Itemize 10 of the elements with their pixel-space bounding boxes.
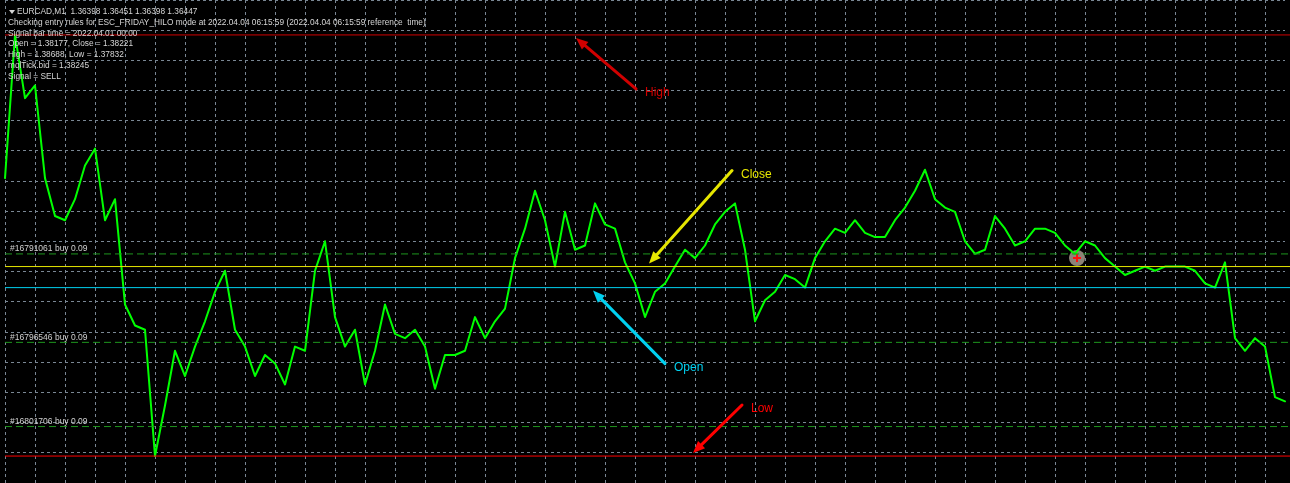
text: EURCAD,M1 1.36398 1.36451 1.36398 1.36447 (17, 6, 198, 16)
ref-line-label: #16791061 buy 0.09 (10, 243, 88, 254)
ref-line-label: Open (674, 359, 704, 374)
ref-line-label: Close (741, 166, 773, 181)
ref-line-label: Low (751, 401, 774, 416)
text: Checking entry rules for ESC_FRIDAY_HILO mode at 2022.04.04 06:15:59 (2022.04.04 06:15:59 reference time) (8, 16, 426, 27)
ref-line-label: #16796546 buy 0.09 (10, 331, 88, 342)
ref-line-label: #16801706 buy 0.09 (10, 416, 88, 427)
annotation: Signal bar time = 2022.04.01 00:00 (8, 27, 138, 38)
ref-line-label: High (645, 85, 670, 100)
